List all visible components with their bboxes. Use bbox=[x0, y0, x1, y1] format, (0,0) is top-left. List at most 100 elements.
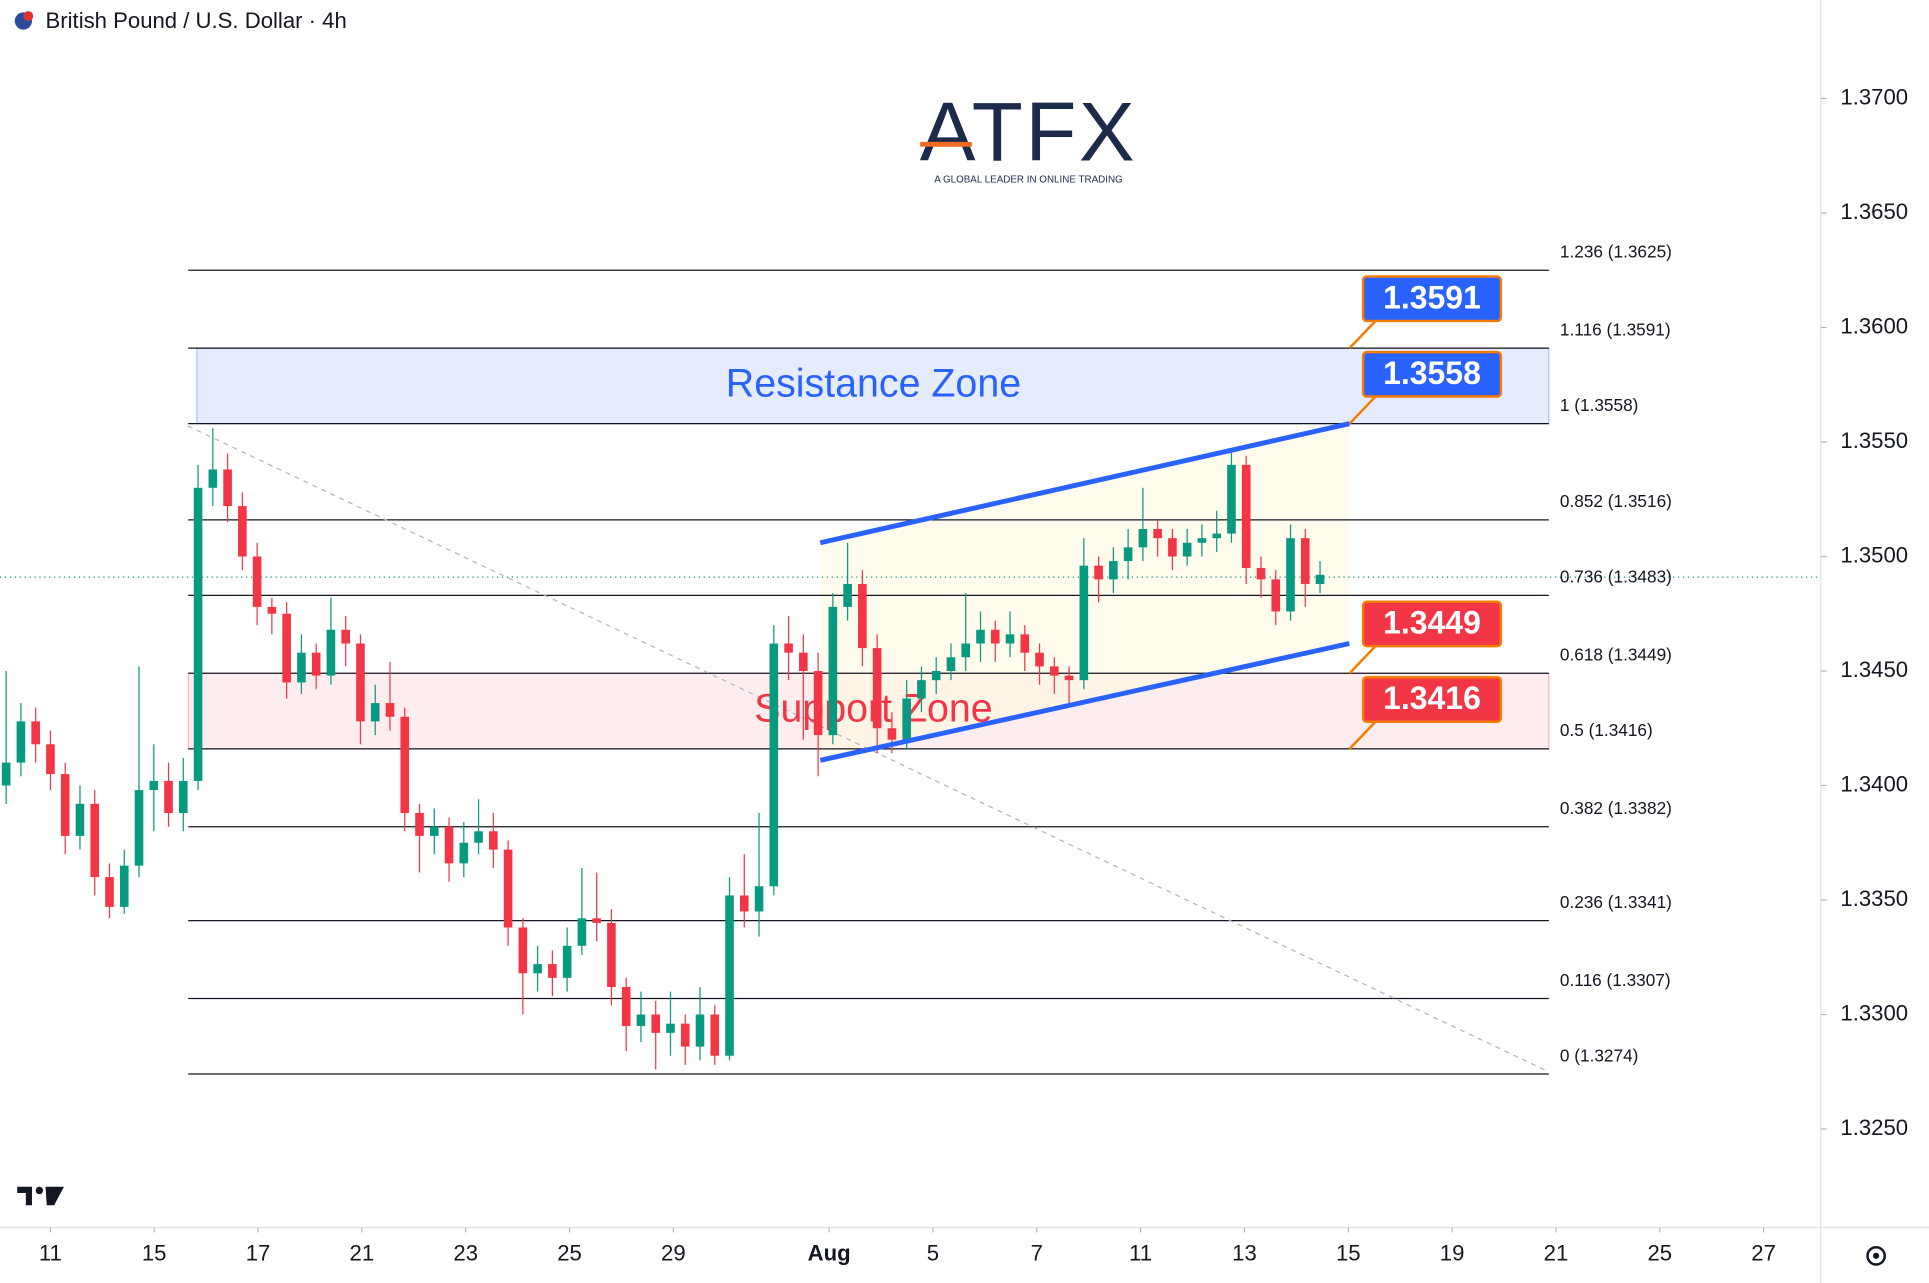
candle-body bbox=[769, 643, 779, 887]
price-tag-label: 1.3558 bbox=[1383, 355, 1481, 391]
candle-body bbox=[784, 643, 793, 653]
candle-body bbox=[1153, 529, 1162, 539]
candle-body bbox=[297, 652, 306, 683]
x-tick-label: 15 bbox=[1336, 1240, 1361, 1265]
candle-body bbox=[680, 1023, 690, 1047]
price-tag-box bbox=[1361, 676, 1503, 723]
candle-body bbox=[356, 643, 365, 722]
candle-body bbox=[164, 780, 173, 813]
candle-body bbox=[695, 1014, 705, 1047]
y-tick-label: 1.3450 bbox=[1840, 657, 1908, 682]
candle-body bbox=[828, 606, 838, 736]
price-tag-pointer bbox=[1348, 317, 1379, 349]
fib-label: 0.852 (1.3516) bbox=[1560, 491, 1672, 511]
price-tag-box bbox=[1361, 275, 1503, 323]
candle-body bbox=[208, 469, 218, 488]
candle-body bbox=[474, 831, 483, 843]
candle-body bbox=[1197, 538, 1207, 543]
candle-body bbox=[577, 918, 587, 946]
settings-icon-center[interactable] bbox=[1873, 1252, 1880, 1259]
x-tick-label: 11 bbox=[1129, 1240, 1152, 1265]
tradingview-logo bbox=[17, 1186, 64, 1206]
candle-body bbox=[31, 721, 40, 745]
candle-body bbox=[75, 803, 85, 836]
candle-body bbox=[1286, 538, 1295, 612]
price-tag-label: 1.3449 bbox=[1383, 605, 1481, 641]
candle-body bbox=[917, 680, 926, 699]
candle-body bbox=[739, 895, 749, 912]
candle-body bbox=[238, 506, 247, 557]
candle-body bbox=[651, 1014, 661, 1033]
candle-body bbox=[385, 703, 395, 717]
y-tick-label: 1.3250 bbox=[1840, 1115, 1908, 1140]
candle-body bbox=[503, 849, 513, 928]
chart-title: British Pound / U.S. Dollar · 4h bbox=[46, 8, 347, 33]
candle-body bbox=[887, 728, 897, 740]
candle-body bbox=[1005, 634, 1015, 644]
candle-body bbox=[1212, 533, 1222, 539]
candle-body bbox=[562, 945, 572, 978]
candle-body bbox=[533, 964, 542, 974]
candle-body bbox=[1064, 675, 1074, 681]
symbol-flag-icon-part bbox=[23, 11, 34, 21]
settings-icon[interactable] bbox=[1866, 1245, 1886, 1266]
x-tick-label: 27 bbox=[1751, 1240, 1776, 1265]
candle-body bbox=[16, 721, 26, 763]
candle-body bbox=[1138, 529, 1148, 548]
settings-button[interactable] bbox=[1866, 1245, 1886, 1266]
candle-body bbox=[149, 780, 159, 791]
candle-body bbox=[1020, 634, 1030, 653]
price-tag-box bbox=[1361, 600, 1503, 648]
candle-body bbox=[444, 826, 454, 864]
y-tick-label: 1.3400 bbox=[1840, 771, 1908, 796]
y-tick-label: 1.3650 bbox=[1840, 199, 1908, 224]
candle-body bbox=[1, 762, 11, 786]
candle-body bbox=[858, 583, 867, 649]
candle-body bbox=[1227, 464, 1236, 534]
candle-body bbox=[1035, 652, 1044, 667]
candle-body bbox=[931, 670, 941, 681]
y-tick-label: 1.3350 bbox=[1840, 886, 1908, 911]
x-tick-label: 25 bbox=[557, 1240, 582, 1265]
candle-body bbox=[1256, 567, 1266, 580]
candle-body bbox=[46, 744, 55, 775]
candle-body bbox=[872, 648, 882, 729]
fib-label: 0.736 (1.3483) bbox=[1560, 567, 1672, 587]
candle-body bbox=[370, 703, 380, 722]
x-tick-label: 11 bbox=[39, 1240, 62, 1265]
candle-body bbox=[90, 803, 100, 878]
candle-body bbox=[429, 826, 439, 836]
logo-brand: ATFX bbox=[920, 84, 1137, 178]
zone-label: Resistance Zone bbox=[726, 361, 1021, 405]
candle-body bbox=[341, 629, 351, 644]
fib-label: 1.116 (1.3591) bbox=[1560, 319, 1671, 339]
fib-label: 1 (1.3558) bbox=[1560, 395, 1638, 415]
candle-body bbox=[1050, 666, 1059, 676]
candle-body bbox=[415, 812, 424, 836]
tv-logo-part bbox=[35, 1186, 44, 1195]
candle-body bbox=[621, 987, 631, 1026]
candle-body bbox=[1094, 565, 1103, 580]
candle-body bbox=[607, 922, 616, 988]
x-tick-label: 19 bbox=[1440, 1240, 1465, 1265]
candle-body bbox=[636, 1014, 646, 1026]
y-tick-label: 1.3300 bbox=[1840, 1000, 1908, 1025]
x-tick-label: 25 bbox=[1647, 1240, 1672, 1265]
candle-body bbox=[1271, 579, 1281, 612]
tv-logo-part bbox=[17, 1186, 32, 1206]
fib-label: 1.236 (1.3625) bbox=[1560, 241, 1672, 261]
candle-body bbox=[178, 780, 188, 813]
y-tick-label: 1.3500 bbox=[1840, 542, 1908, 567]
candle-body bbox=[282, 613, 291, 683]
tv-logo-part bbox=[45, 1186, 64, 1206]
x-tick-label: Aug bbox=[808, 1240, 851, 1265]
candle-body bbox=[799, 652, 808, 671]
price-tag-pointer bbox=[1348, 393, 1379, 425]
candle-body bbox=[548, 964, 557, 978]
candle-body bbox=[223, 469, 232, 507]
candle-body bbox=[843, 583, 852, 607]
x-tick-label: 13 bbox=[1232, 1240, 1257, 1265]
candle-body bbox=[1315, 574, 1325, 584]
